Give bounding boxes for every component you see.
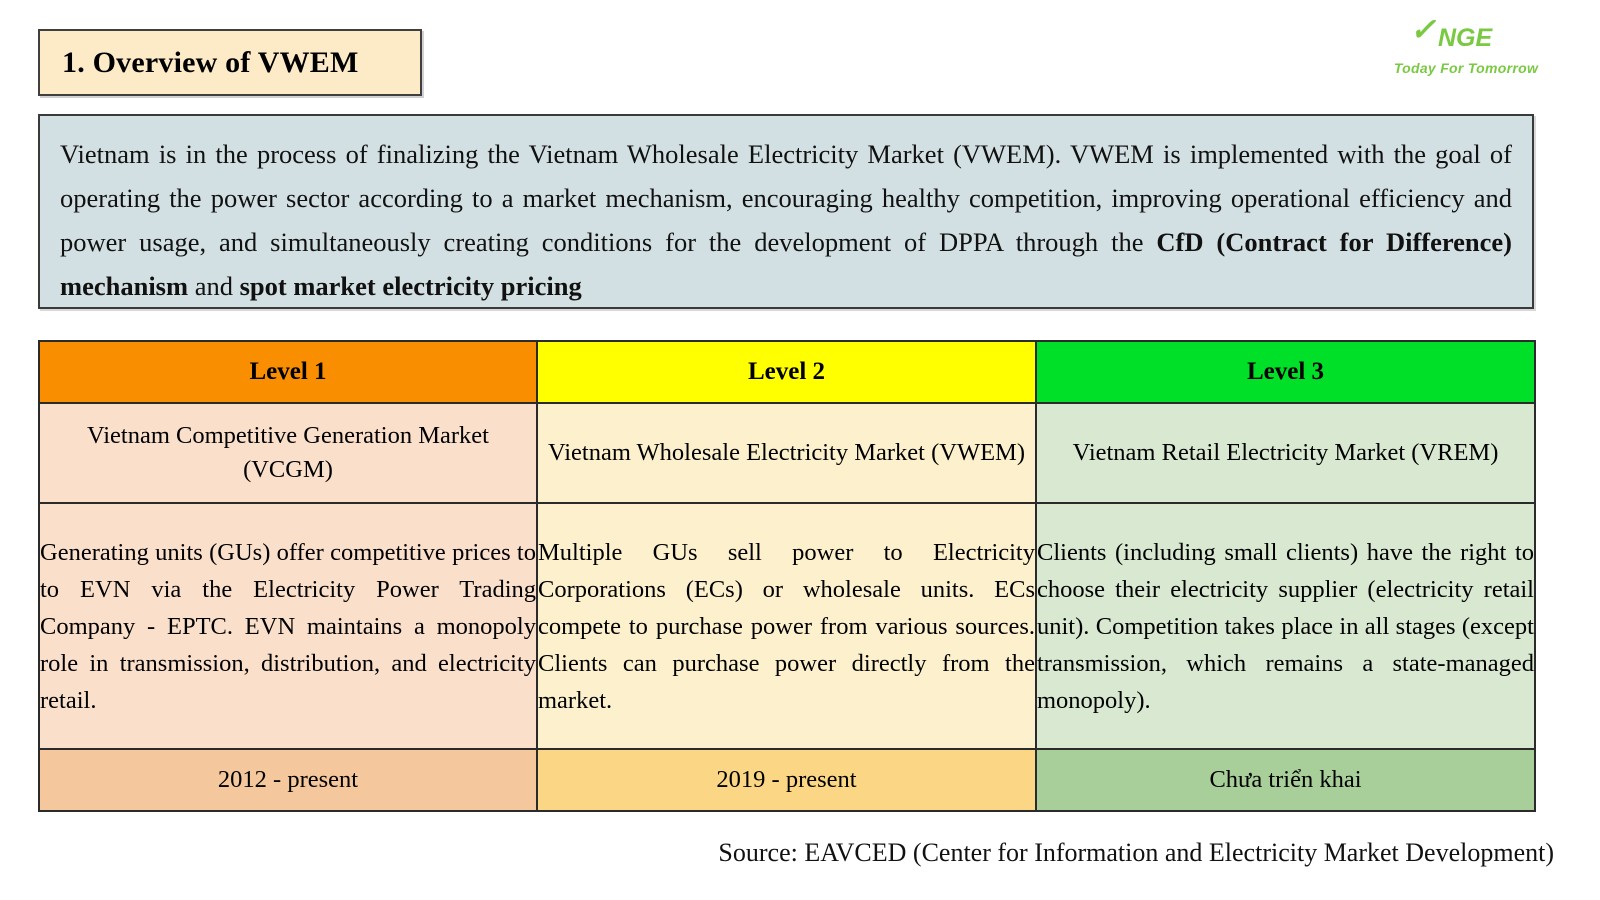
page-title: 1. Overview of VWEM bbox=[62, 45, 359, 79]
table-header-level-1: Level 1 bbox=[38, 340, 538, 404]
market-name-level-3: Vietnam Retail Electricity Market (VREM) bbox=[1035, 402, 1536, 504]
table-header-row: Level 1 Level 2 Level 3 bbox=[38, 340, 1536, 404]
table-row-description: Generating units (GUs) offer competitive… bbox=[38, 502, 1536, 750]
table-row-market-name: Vietnam Competitive Generation Market (V… bbox=[38, 402, 1536, 504]
table-header-level-2: Level 2 bbox=[536, 340, 1037, 404]
intro-bold-cfd: CfD (Contract for Difference) mechanism bbox=[60, 227, 1512, 301]
market-description-level-1: Generating units (GUs) offer competitive… bbox=[38, 502, 538, 750]
source-caption: Source: EAVCED (Center for Information a… bbox=[718, 838, 1554, 867]
market-levels-table: Level 1 Level 2 Level 3 Vietnam Competit… bbox=[38, 340, 1536, 812]
market-name-level-2: Vietnam Wholesale Electricity Market (VW… bbox=[536, 402, 1037, 504]
table-header-level-3: Level 3 bbox=[1035, 340, 1536, 404]
status-level-3: Chưa triển khai bbox=[1035, 748, 1536, 812]
intro-callout-box: Vietnam is in the process of finalizing … bbox=[38, 114, 1534, 309]
market-name-level-1: Vietnam Competitive Generation Market (V… bbox=[38, 402, 538, 504]
logo-wordmark: NGE bbox=[1438, 24, 1493, 52]
status-level-2: 2019 - present bbox=[536, 748, 1037, 812]
intro-text-part2: and bbox=[188, 271, 240, 301]
check-icon: ✓ bbox=[1410, 12, 1436, 47]
logo-tagline: Today For Tomorrow bbox=[1393, 60, 1539, 76]
market-description-level-2: Multiple GUs sell power to Electricity C… bbox=[536, 502, 1037, 750]
market-description-level-3: Clients (including small clients) have t… bbox=[1035, 502, 1536, 750]
section-title-box: 1. Overview of VWEM bbox=[38, 29, 422, 96]
table-row-status: 2012 - present 2019 - present Chưa triển… bbox=[38, 748, 1536, 812]
intro-text-part1: Vietnam is in the process of finalizing … bbox=[60, 139, 1512, 257]
company-logo: ✓ NGE Today For Tomorrow bbox=[1376, 14, 1556, 76]
intro-bold-spot: spot market electricity pricing bbox=[239, 271, 582, 301]
intro-paragraph: Vietnam is in the process of finalizing … bbox=[60, 132, 1512, 308]
status-level-1: 2012 - present bbox=[38, 748, 538, 812]
logo-mark: ✓ NGE bbox=[1376, 14, 1556, 58]
